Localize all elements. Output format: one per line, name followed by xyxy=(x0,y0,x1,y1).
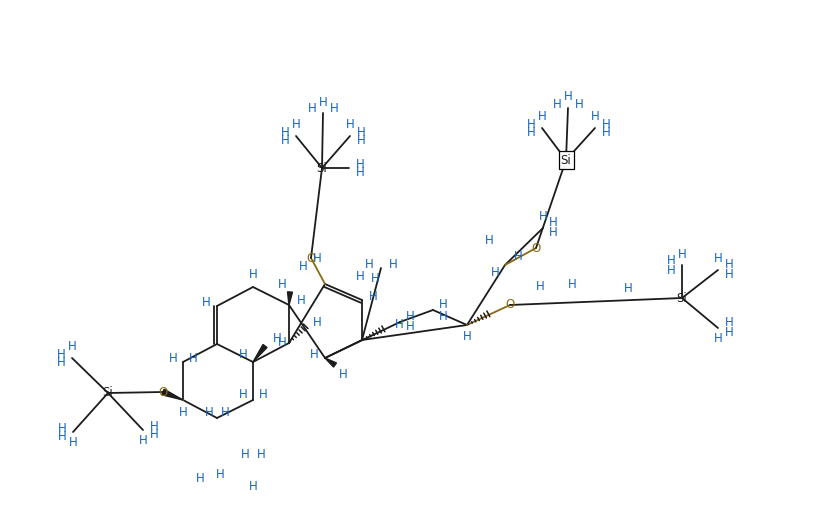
Text: H: H xyxy=(313,316,321,329)
Text: H: H xyxy=(205,406,213,419)
Text: H: H xyxy=(357,133,365,146)
Text: H: H xyxy=(280,133,289,146)
Text: H: H xyxy=(195,472,205,484)
Text: H: H xyxy=(388,257,398,270)
Text: H: H xyxy=(238,388,248,402)
Text: H: H xyxy=(273,332,281,345)
Text: Si: Si xyxy=(102,387,113,400)
Text: H: H xyxy=(280,126,289,139)
Text: H: H xyxy=(405,321,414,333)
Text: H: H xyxy=(56,356,65,369)
Text: Si: Si xyxy=(560,154,571,166)
Text: H: H xyxy=(527,126,535,139)
Text: H: H xyxy=(575,98,583,111)
Text: H: H xyxy=(405,311,414,324)
Text: H: H xyxy=(278,336,286,348)
Text: H: H xyxy=(564,90,572,103)
Text: O: O xyxy=(531,241,540,254)
Text: H: H xyxy=(179,405,187,418)
Text: H: H xyxy=(356,165,364,178)
Text: H: H xyxy=(68,341,76,354)
Text: H: H xyxy=(491,266,499,280)
Text: H: H xyxy=(513,250,523,263)
Text: H: H xyxy=(69,436,77,449)
Polygon shape xyxy=(288,292,293,305)
Text: H: H xyxy=(216,468,224,481)
Text: H: H xyxy=(539,210,547,223)
Text: H: H xyxy=(248,480,258,494)
Text: H: H xyxy=(278,279,286,292)
Text: H: H xyxy=(292,118,300,131)
Text: H: H xyxy=(258,388,268,402)
Text: H: H xyxy=(678,248,686,261)
Text: H: H xyxy=(346,118,354,131)
Text: H: H xyxy=(308,102,316,115)
Polygon shape xyxy=(253,344,267,362)
Text: O: O xyxy=(505,298,514,312)
Text: H: H xyxy=(357,126,365,139)
Text: H: H xyxy=(485,234,493,247)
Text: H: H xyxy=(313,251,321,265)
Text: H: H xyxy=(527,117,535,130)
Text: H: H xyxy=(221,406,229,419)
Text: H: H xyxy=(149,428,159,440)
Text: H: H xyxy=(568,279,576,292)
Text: H: H xyxy=(714,332,722,345)
Text: H: H xyxy=(299,260,307,272)
Text: H: H xyxy=(368,290,378,302)
Text: H: H xyxy=(248,268,258,281)
Text: Si: Si xyxy=(676,292,687,305)
Text: H: H xyxy=(394,318,404,331)
Text: H: H xyxy=(339,368,347,381)
Text: O: O xyxy=(306,251,315,265)
Text: H: H xyxy=(725,268,733,281)
Text: H: H xyxy=(138,434,148,448)
Text: H: H xyxy=(439,310,447,323)
Text: H: H xyxy=(371,271,379,284)
Text: H: H xyxy=(319,96,327,109)
Text: H: H xyxy=(356,158,364,171)
Text: H: H xyxy=(667,253,675,266)
Text: H: H xyxy=(462,330,472,343)
Text: H: H xyxy=(602,126,611,139)
Text: H: H xyxy=(169,353,177,366)
Polygon shape xyxy=(325,358,336,367)
Text: H: H xyxy=(725,258,733,271)
Text: H: H xyxy=(58,421,66,434)
Text: H: H xyxy=(149,419,159,433)
Text: H: H xyxy=(549,226,557,239)
Text: H: H xyxy=(201,296,211,309)
Text: H: H xyxy=(365,257,373,270)
Text: H: H xyxy=(310,348,318,361)
Text: H: H xyxy=(549,217,557,230)
Text: H: H xyxy=(538,111,546,124)
Polygon shape xyxy=(162,389,183,400)
Text: H: H xyxy=(725,316,733,329)
Text: H: H xyxy=(535,281,545,294)
Text: H: H xyxy=(553,98,561,111)
Text: H: H xyxy=(189,353,197,366)
Text: H: H xyxy=(725,327,733,340)
Text: H: H xyxy=(714,252,722,266)
Text: H: H xyxy=(602,117,611,130)
Text: H: H xyxy=(297,295,305,308)
Text: H: H xyxy=(330,102,338,115)
Text: H: H xyxy=(58,430,66,443)
Text: H: H xyxy=(623,281,633,295)
Text: H: H xyxy=(56,347,65,360)
Text: H: H xyxy=(356,269,364,282)
Text: Si: Si xyxy=(316,161,327,175)
Text: H: H xyxy=(238,347,248,360)
Text: H: H xyxy=(241,449,249,462)
Text: H: H xyxy=(667,264,675,277)
Text: O: O xyxy=(159,386,168,399)
Text: H: H xyxy=(439,297,447,311)
Text: H: H xyxy=(591,111,599,124)
Text: H: H xyxy=(257,449,265,462)
